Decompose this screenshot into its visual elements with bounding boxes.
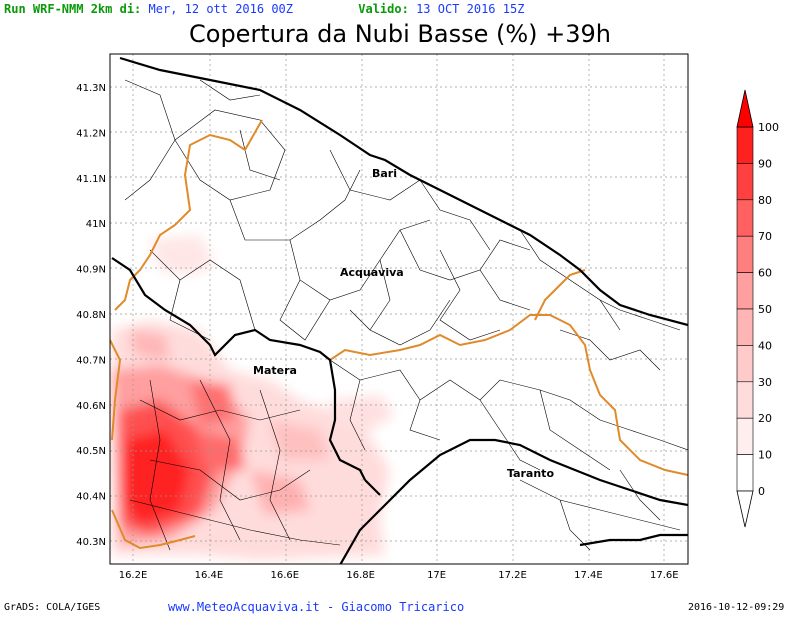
legend-label: 90 — [758, 157, 772, 170]
legend-color-box — [736, 454, 754, 492]
legend-color-box — [736, 126, 754, 164]
latitude-tick-label: 41.3N — [76, 83, 106, 94]
longitude-tick-label: 17.6E — [650, 570, 679, 581]
latitude-tick-label: 41N — [86, 219, 106, 230]
longitude-tick-label: 16.2E — [119, 570, 148, 581]
legend-label: 50 — [758, 303, 772, 316]
legend-label: 60 — [758, 267, 772, 280]
longitude-axis: 16.2E 16.4E 16.6E 16.8E 17E 17.2E 17.4E 17.6E — [119, 570, 679, 581]
longitude-tick-label: 17.2E — [498, 570, 527, 581]
latitude-axis: 41.3N 41.2N 41.1N 41N 40.9N 40.8N 40.7N 40.6N 40… — [76, 83, 106, 548]
latitude-tick-label: 41.2N — [76, 128, 106, 139]
place-label-matera: Matera — [253, 364, 297, 377]
legend-label: 100 — [758, 121, 779, 134]
latitude-tick-label: 40.9N — [76, 265, 106, 276]
legend-label: 70 — [758, 230, 772, 243]
longitude-tick-label: 17E — [427, 570, 446, 581]
cloud-cover-field — [112, 235, 395, 560]
latitude-tick-label: 40.6N — [76, 401, 106, 412]
legend-bottom-arrow — [736, 490, 754, 528]
legend-color-box — [736, 272, 754, 310]
map-title: Copertura da Nubi Basse (%) +39h — [189, 20, 611, 48]
legend-label: 40 — [758, 339, 772, 352]
legend-label: 0 — [758, 485, 765, 498]
valid-label: Valido: — [358, 2, 409, 16]
place-labels: Bari Acquaviva Matera Taranto — [253, 167, 554, 480]
place-label-bari: Bari — [372, 167, 397, 180]
longitude-tick-label: 16.4E — [195, 570, 224, 581]
latitude-tick-label: 40.8N — [76, 310, 106, 321]
municipal-boundaries — [124, 79, 688, 551]
longitude-tick-label: 16.8E — [346, 570, 375, 581]
regional-borders — [110, 119, 688, 550]
graticule — [110, 54, 688, 564]
latitude-tick-label: 40.3N — [76, 537, 106, 548]
place-label-acquaviva: Acquaviva — [340, 266, 404, 279]
latitude-tick-label: 40.7N — [76, 355, 106, 366]
legend-color-box — [736, 163, 754, 201]
coastline — [111, 56, 688, 564]
legend-top-arrow — [736, 89, 754, 128]
footer-website: www.MeteoAcquaviva.it - Giacomo Tricaric… — [168, 600, 465, 614]
legend-color-box — [736, 345, 754, 383]
longitude-tick-label: 17.4E — [574, 570, 603, 581]
valid-date: 13 OCT 2016 15Z — [416, 2, 525, 16]
legend-color-box — [736, 417, 754, 455]
footer-grads-credit: GrADS: COLA/IGES — [4, 602, 101, 613]
run-info-header: Run WRF-NMM 2km di: Mer, 12 ott 2016 00Z… — [4, 2, 524, 16]
legend-label: 80 — [758, 194, 772, 207]
map-frame — [109, 53, 689, 565]
legend-color-box — [736, 308, 754, 346]
legend-label: 20 — [758, 412, 772, 425]
place-label-taranto: Taranto — [507, 467, 554, 480]
legend-label: 10 — [758, 449, 772, 462]
legend-color-box — [736, 235, 754, 273]
latitude-tick-label: 40.4N — [76, 492, 106, 503]
legend-color-box — [736, 381, 754, 419]
legend-label: 30 — [758, 376, 772, 389]
legend-color-box — [736, 199, 754, 237]
longitude-tick-label: 16.6E — [271, 570, 300, 581]
run-label: Run WRF-NMM 2km di: — [4, 2, 142, 16]
run-date: Mer, 12 ott 2016 00Z — [148, 2, 294, 16]
latitude-tick-label: 41.1N — [76, 174, 106, 185]
latitude-tick-label: 40.5N — [76, 446, 106, 457]
footer-timestamp: 2016-10-12-09:29 — [688, 602, 785, 613]
